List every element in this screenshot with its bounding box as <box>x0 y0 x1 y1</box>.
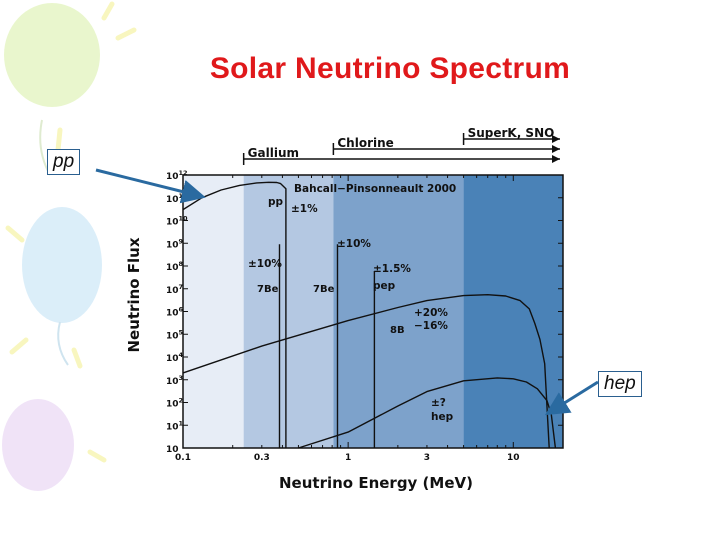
y-tick-base: 10 <box>166 286 179 296</box>
y-tick-exponent: 9 <box>179 237 184 245</box>
y-tick-label: 104 <box>166 351 184 364</box>
be7-uncertainty-right: ±10% <box>337 238 371 250</box>
y-tick-base: 10 <box>166 240 179 250</box>
y-tick-base: 10 <box>166 377 179 387</box>
detector-ranges: Gallium Chlorine SuperK, SNO <box>242 126 560 165</box>
callout-arrows <box>95 168 599 416</box>
y-tick-exponent: 1 <box>179 419 184 427</box>
y-tick-base: 10 <box>166 195 179 205</box>
y-tick-exponent: 12 <box>179 169 188 177</box>
detector-label: Gallium <box>248 146 299 160</box>
y-tick-exponent: 8 <box>179 260 184 268</box>
y-tick-label: 1012 <box>166 169 188 182</box>
b8-uncertainty: +20% −16% <box>414 307 452 332</box>
y-tick-label: 106 <box>166 306 184 319</box>
y-tick-exponent: 6 <box>179 306 184 314</box>
y-tick-exponent: 2 <box>179 397 184 405</box>
b8-uncertainty-minus: −16% <box>414 320 448 332</box>
y-tick-exponent: 7 <box>179 283 184 291</box>
series-pp-curve <box>182 181 287 448</box>
slide-title: Solar Neutrino Spectrum <box>209 52 571 85</box>
detector-label: SuperK, SNO <box>468 126 555 140</box>
pep-label: pep <box>373 280 396 292</box>
energy-bands <box>183 175 563 448</box>
y-tick-label: 109 <box>166 237 184 250</box>
y-axis-label: Neutrino Flux <box>125 237 143 352</box>
pp-callout: pp <box>47 149 81 175</box>
series-8B-curve <box>182 294 550 449</box>
y-tick-label: 10 <box>166 445 179 455</box>
x-tick-label: 0.3 <box>254 453 270 463</box>
band-chlorine <box>333 175 464 448</box>
y-tick-label: 108 <box>166 260 184 273</box>
y-tick-base: 10 <box>166 218 179 228</box>
be7-uncertainty: ±10% <box>248 258 282 270</box>
x-tick-label: 0.1 <box>175 453 191 463</box>
b8-uncertainty-plus: +20% <box>414 307 448 319</box>
be7-label-right: 7Be <box>313 284 335 295</box>
pep-uncertainty: ±1.5% <box>373 263 411 275</box>
balloon-blue <box>22 207 102 323</box>
pp-uncertainty: ±1% <box>291 203 318 215</box>
x-tick-label: 10 <box>507 453 520 463</box>
detector-range-arrowhead <box>552 155 560 163</box>
x-axis-label: Neutrino Energy (MeV) <box>279 474 473 492</box>
hep-arrow <box>544 380 599 416</box>
y-tick-base: 10 <box>166 331 179 341</box>
y-tick-label: 1010 <box>166 215 188 228</box>
y-tick-exponent: 10 <box>179 215 189 223</box>
y-tick-label: 103 <box>166 374 183 387</box>
y-tick-labels: 1010110210310410510610710810910101011101… <box>166 169 188 455</box>
y-tick-label: 102 <box>166 397 183 410</box>
y-tick-label: 101 <box>166 419 184 432</box>
hep-uncertainty: ±? <box>431 397 446 409</box>
detector-range-arrowhead <box>552 145 560 153</box>
series-lines <box>278 244 376 448</box>
be7-label-left: 7Be <box>257 284 279 295</box>
y-tick-label: 105 <box>166 328 184 341</box>
y-tick-base: 10 <box>166 263 179 273</box>
y-tick-base: 10 <box>166 172 179 182</box>
y-tick-exponent: 3 <box>179 374 184 382</box>
b8-label: 8B <box>390 325 405 336</box>
y-tick-exponent: 4 <box>179 351 184 359</box>
band-superk-sno <box>463 175 563 448</box>
y-tick-exponent: 5 <box>179 328 184 336</box>
plot-frame <box>182 174 564 449</box>
y-tick-base: 10 <box>166 309 179 319</box>
x-tick-labels: 0.1 0.3 1 3 10 <box>175 453 520 463</box>
balloon-purple <box>2 399 74 491</box>
y-tick-base: 10 <box>166 354 179 364</box>
hep-callout: hep <box>598 371 642 397</box>
detector-label: Chlorine <box>337 136 393 150</box>
balloon-green <box>4 3 100 107</box>
bp2000-annotation: Bahcall−Pinsonneault 2000 <box>294 183 456 195</box>
pp-arrow <box>95 168 206 204</box>
x-tick-label: 3 <box>424 453 430 463</box>
x-tick-label: 1 <box>345 453 351 463</box>
y-tick-base: 10 <box>166 422 179 432</box>
pp-label: pp <box>268 196 284 208</box>
y-tick-base: 10 <box>166 400 179 410</box>
hep-label: hep <box>431 411 454 423</box>
band-gallium <box>243 175 334 448</box>
detector-range-arrowhead <box>552 135 560 143</box>
y-tick-base: 10 <box>166 445 179 455</box>
band-below-gallium <box>183 175 244 448</box>
y-tick-label: 107 <box>166 283 183 296</box>
